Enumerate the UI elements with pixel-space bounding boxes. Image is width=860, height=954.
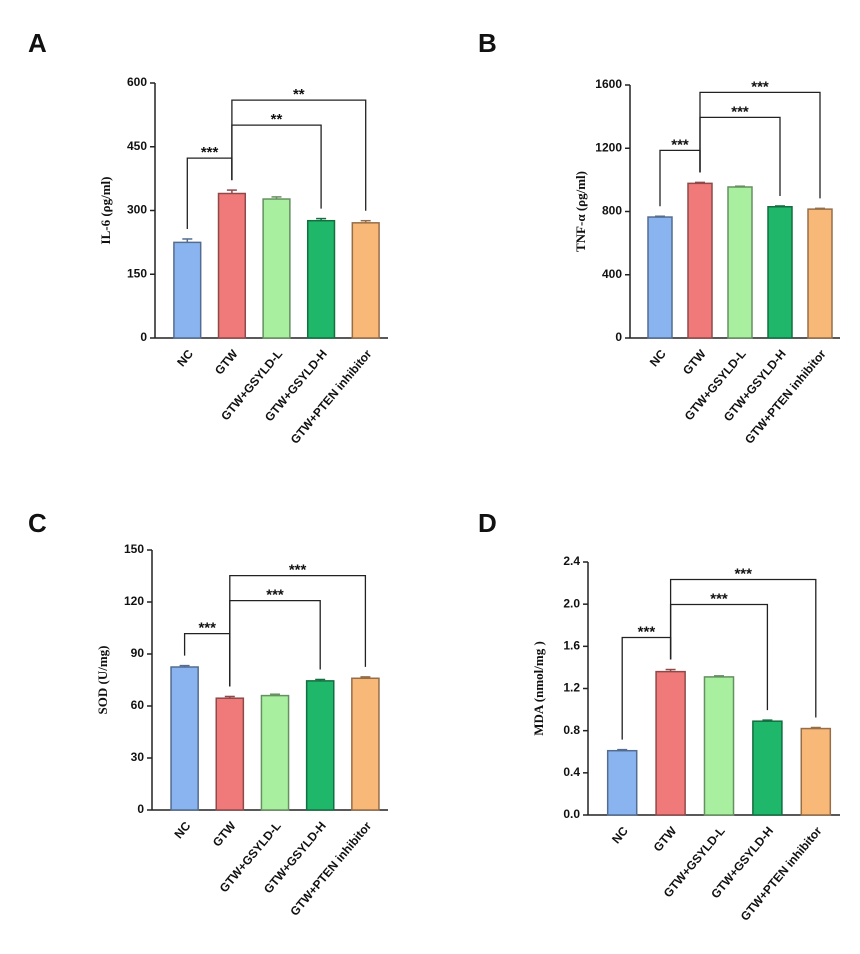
panel-letter: C — [28, 508, 47, 538]
significance-label: *** — [734, 565, 752, 582]
bar — [215, 697, 245, 811]
bar — [217, 192, 247, 339]
panel-letter: A — [28, 28, 47, 58]
x-tick-label: NC — [171, 819, 193, 842]
panel-letter: B — [478, 28, 497, 58]
significance-label: *** — [731, 103, 749, 120]
bar — [752, 720, 783, 816]
y-tick-label: 90 — [131, 646, 145, 660]
y-axis-label: TNF-α (ρg/ml) — [573, 171, 588, 252]
significance-bracket — [669, 578, 817, 718]
y-tick-label: 150 — [124, 542, 144, 556]
y-tick-label: 300 — [127, 203, 147, 217]
significance-label: ** — [293, 86, 305, 103]
y-tick-label: 0.0 — [563, 807, 580, 821]
y-tick-label: 2.4 — [563, 554, 580, 568]
significance-label: *** — [710, 590, 728, 607]
bar — [687, 182, 713, 339]
y-axis-label: IL-6 (ρg/ml) — [98, 177, 113, 245]
bar — [260, 694, 290, 811]
bar — [647, 216, 673, 339]
bar — [305, 680, 335, 811]
bar — [767, 206, 793, 339]
bar — [306, 219, 336, 339]
y-tick-label: 400 — [602, 267, 622, 281]
significance-label: ** — [271, 111, 283, 128]
x-tick-label: GTW — [680, 346, 709, 377]
y-axis-label: MDA (nmol/mg ) — [531, 641, 546, 736]
x-tick-label: GTW+PTEN inhibitor — [288, 347, 375, 447]
y-tick-label: 120 — [124, 594, 144, 608]
significance-label: *** — [671, 136, 689, 153]
y-tick-label: 150 — [127, 266, 147, 280]
y-tick-label: 0 — [140, 330, 147, 344]
y-tick-label: 800 — [602, 204, 622, 218]
significance-label: *** — [638, 623, 656, 640]
significance-label: *** — [266, 587, 284, 604]
bar — [800, 727, 832, 816]
bar — [606, 749, 638, 816]
y-tick-label: 1.6 — [563, 639, 580, 653]
y-tick-label: 0.4 — [563, 765, 580, 779]
bar — [351, 222, 380, 339]
x-tick-label: NC — [609, 824, 631, 847]
y-axis-label: SOD (U/mg) — [95, 646, 110, 715]
x-tick-label: NC — [647, 347, 669, 370]
y-tick-label: 1200 — [595, 140, 622, 154]
bar — [173, 241, 202, 339]
x-tick-label: GTW — [651, 823, 680, 854]
y-tick-label: 60 — [131, 698, 145, 712]
significance-label: *** — [198, 620, 216, 637]
significance-bracket — [231, 99, 367, 211]
y-tick-label: 1600 — [595, 77, 622, 91]
bar — [807, 208, 833, 339]
bar — [170, 666, 199, 811]
y-tick-label: 1.2 — [563, 681, 580, 695]
x-tick-label: GTW+PTEN inhibitor — [742, 347, 829, 447]
panel-letter: D — [478, 508, 497, 538]
y-tick-label: 0 — [137, 802, 144, 816]
significance-bracket — [699, 91, 821, 199]
x-tick-label: GTW+PTEN inhibitor — [738, 824, 825, 924]
bar — [351, 677, 380, 811]
significance-bracket — [229, 599, 321, 687]
bar — [262, 198, 291, 339]
y-tick-label: 0.8 — [563, 723, 580, 737]
y-tick-label: 30 — [131, 750, 145, 764]
significance-label: *** — [751, 78, 769, 95]
y-tick-label: 2.0 — [563, 596, 580, 610]
x-tick-label: GTW — [210, 818, 239, 849]
bar — [703, 676, 735, 816]
y-tick-label: 600 — [127, 75, 147, 89]
x-tick-label: GTW+PTEN inhibitor — [287, 819, 374, 919]
x-tick-label: NC — [174, 347, 196, 370]
bar — [727, 186, 753, 339]
significance-label: *** — [289, 562, 307, 579]
x-tick-label: GTW — [212, 346, 241, 377]
bar — [655, 670, 686, 816]
y-tick-label: 450 — [127, 139, 147, 153]
y-tick-label: 0 — [615, 330, 622, 344]
significance-label: *** — [201, 144, 219, 161]
significance-bracket — [229, 574, 367, 687]
